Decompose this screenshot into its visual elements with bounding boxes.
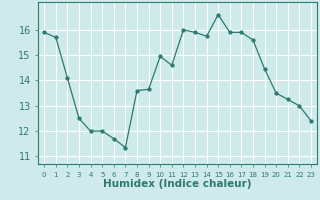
X-axis label: Humidex (Indice chaleur): Humidex (Indice chaleur) [103,179,252,189]
